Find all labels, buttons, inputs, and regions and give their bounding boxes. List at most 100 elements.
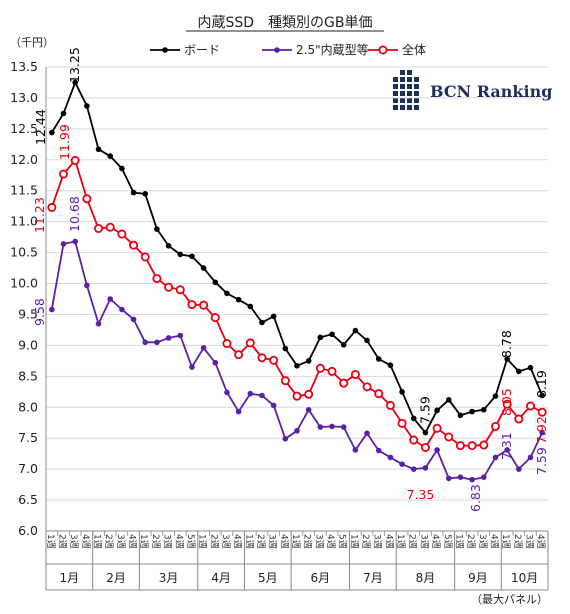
brand-name: BCN Ranking	[430, 82, 552, 101]
y-axis: 13.5 13.0 12.5 12.0 11.5 11.0 10.5 10.0 9.5 9.0 8.…	[10, 59, 548, 538]
series-point	[95, 146, 102, 153]
series-point	[385, 400, 395, 410]
legend-marker	[378, 45, 388, 55]
series-point	[455, 441, 465, 451]
x-month-label: 6月	[311, 571, 331, 585]
series-point	[469, 476, 475, 483]
x-week-label: 1週	[290, 534, 301, 549]
x-week-label: 4週	[325, 534, 336, 549]
data-label: 7.31	[499, 432, 514, 460]
brand-grid-cell	[393, 77, 398, 82]
brand-grid-cell	[414, 91, 419, 96]
data-label: 7.59	[417, 396, 432, 424]
data-label: 8.78	[499, 330, 514, 358]
series-point	[130, 316, 137, 323]
series-point	[142, 191, 149, 197]
series-point	[199, 300, 209, 310]
x-week-label: 5週	[337, 534, 348, 549]
data-labels: 12.44 13.25 7.59 8.78 8.19 9.58 10.68 6.83 7.31 7…	[32, 47, 549, 512]
series-point	[516, 368, 522, 375]
series-point	[432, 423, 442, 433]
series-point	[422, 429, 429, 436]
x-week-label: 3週	[477, 534, 488, 549]
series-point	[434, 407, 440, 414]
series-point	[107, 296, 114, 302]
x-week-label: 2週	[302, 534, 313, 549]
series-point	[457, 474, 464, 480]
x-week-label: 3週	[68, 534, 79, 549]
series-point	[72, 79, 78, 86]
series-point	[94, 223, 104, 233]
x-week-label: 2週	[103, 534, 114, 549]
x-week-label: 4週	[430, 534, 441, 549]
x-month-label: 10月	[511, 571, 538, 585]
gridlines	[46, 66, 548, 532]
brand-grid-cell	[400, 98, 405, 103]
series-point	[514, 414, 524, 424]
x-month-label: 3月	[159, 571, 179, 585]
series-point	[257, 353, 267, 363]
series-point	[282, 345, 289, 352]
series-point	[527, 364, 534, 371]
series-point	[49, 129, 55, 136]
x-week-label: 1週	[395, 534, 406, 549]
series-point	[235, 296, 242, 303]
series-point	[305, 406, 312, 413]
x-axis: 1週 2週 3週 4週 1週 2週 3週 4週 1週 2週 3週 4週 5週 1週 2週 3週 4週 1週 2週 3週…	[45, 531, 549, 591]
series-point	[525, 401, 535, 411]
series-point	[304, 389, 314, 399]
series-point	[70, 155, 80, 165]
y-tick-label: 10.5	[10, 245, 38, 260]
x-week-label: 3週	[115, 534, 126, 549]
data-label: 9.58	[32, 298, 47, 326]
x-week-label: 3週	[267, 534, 278, 549]
chart-title: 内蔵SSD 種類別のGB単価	[197, 15, 372, 31]
x-week-label: 2週	[465, 534, 476, 549]
series-point	[375, 447, 382, 454]
series-point	[200, 345, 207, 351]
x-week-label: 3週	[313, 534, 324, 549]
series-point	[210, 313, 220, 323]
y-tick-label: 7.5	[18, 430, 38, 445]
x-week-label: 5週	[442, 534, 453, 549]
y-tick-label: 9.5	[18, 306, 38, 321]
series-point	[399, 461, 405, 467]
x-week-label: 4週	[383, 534, 394, 549]
x-week-label: 2週	[407, 534, 418, 549]
brand-grid-cell	[400, 91, 405, 96]
series-point	[305, 358, 312, 364]
series-point	[352, 447, 359, 453]
x-week-label: 2週	[360, 534, 371, 549]
brand-grid-cell	[400, 77, 405, 82]
legend-label: 全体	[402, 42, 426, 57]
x-week-label: 4週	[278, 534, 289, 549]
series-point	[270, 313, 277, 320]
data-label: 13.25	[67, 47, 82, 83]
brand-grid-cell	[407, 84, 412, 89]
series-point	[212, 279, 219, 286]
series-point	[504, 447, 510, 453]
series-point	[129, 240, 139, 250]
series-point	[504, 356, 510, 362]
series-point	[259, 392, 265, 399]
legend-marker	[274, 47, 280, 53]
brand-grid-cell	[407, 105, 412, 110]
series-point	[374, 389, 384, 399]
series-point	[117, 229, 127, 239]
series-point	[212, 359, 219, 366]
x-week-label: 1週	[92, 534, 103, 549]
series-point	[539, 429, 545, 436]
y-tick-label: 6.5	[18, 492, 38, 507]
series-point	[445, 475, 452, 482]
series-point	[245, 338, 255, 348]
series-line	[51, 80, 544, 435]
series-point	[234, 350, 244, 360]
series-point	[280, 376, 290, 386]
data-label: 11.99	[57, 124, 72, 160]
series-point	[469, 408, 475, 415]
legend-label: 2.5"内蔵型等	[296, 43, 369, 57]
y-tick-label: 11.5	[10, 183, 38, 198]
series-point	[317, 334, 324, 341]
series-point	[480, 474, 487, 480]
